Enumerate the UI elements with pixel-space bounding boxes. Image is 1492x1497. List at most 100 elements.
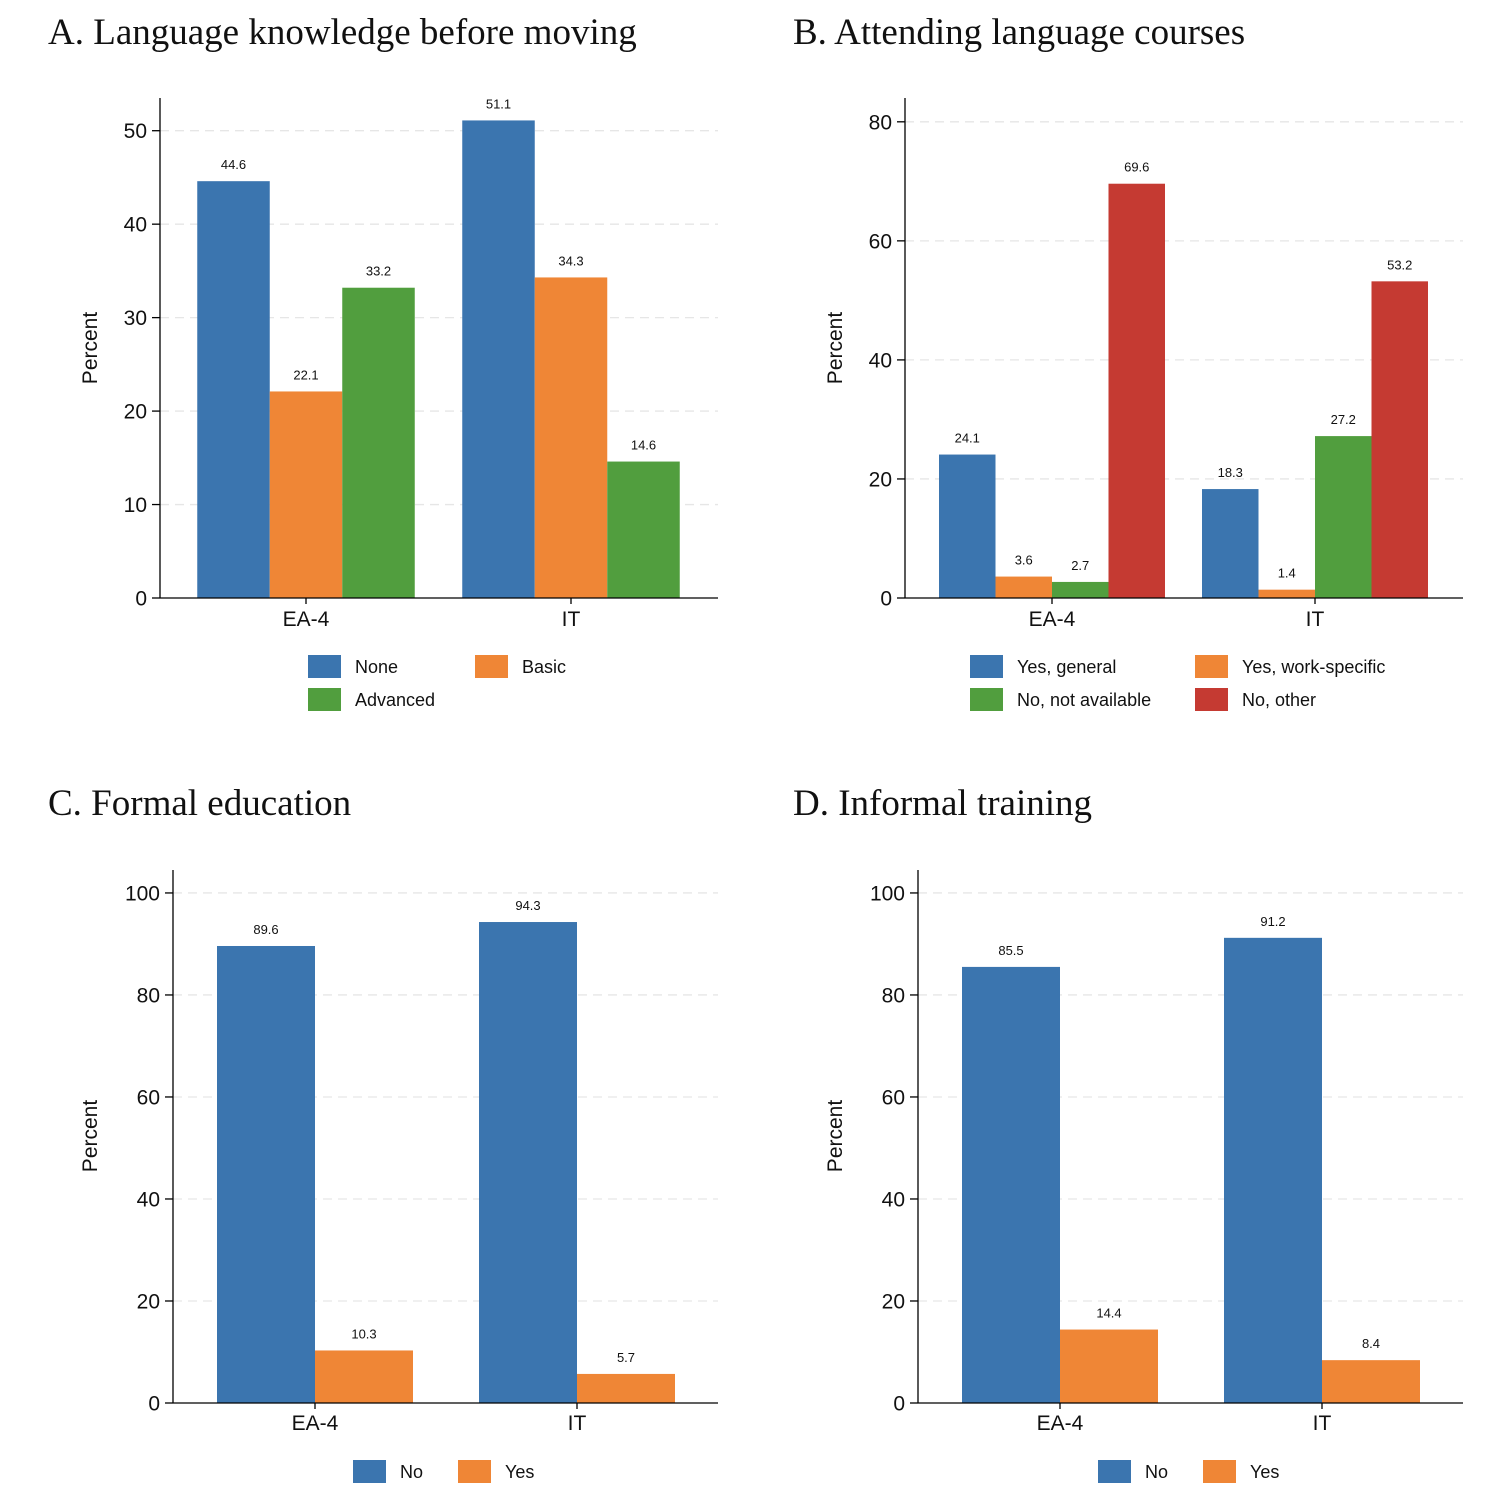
panel-c-y-tick-label: 80 bbox=[137, 984, 160, 1007]
panel-b-data-label: 2.7 bbox=[1071, 558, 1089, 573]
panel-a-data-label: 22.1 bbox=[293, 367, 318, 382]
panel-c-title: C. Formal education bbox=[48, 783, 351, 824]
panel-b-y-tick-label: 0 bbox=[880, 588, 892, 611]
panel-a-data-label: 44.6 bbox=[221, 157, 246, 172]
panel-a-data-label: 33.2 bbox=[366, 264, 391, 279]
panel-b-legend-swatch bbox=[970, 655, 1003, 678]
panel-b-legend-label: No, not available bbox=[1017, 690, 1151, 710]
panel-a-title: A. Language knowledge before moving bbox=[48, 12, 637, 53]
panel-a-category-label: IT bbox=[562, 608, 581, 631]
panel-c-legend-swatch bbox=[458, 1460, 491, 1483]
panel-c-y-tick-label: 20 bbox=[137, 1290, 160, 1313]
panel-c-y-tick-label: 100 bbox=[125, 882, 160, 905]
panel-c-bar-it-yes bbox=[577, 1373, 675, 1403]
panel-a-y-tick-label: 40 bbox=[124, 214, 147, 237]
panel-c-data-label: 89.6 bbox=[253, 922, 278, 937]
panel-b-bar-ea-4-yes-general bbox=[939, 454, 996, 598]
panel-c-y-axis-title: Percent bbox=[79, 1100, 102, 1173]
panel-b-data-label: 18.3 bbox=[1218, 465, 1243, 480]
panel-b-bar-ea-4-no-not-available bbox=[1052, 581, 1109, 598]
panel-a-bar-it-advanced bbox=[607, 461, 680, 598]
panel-b-bar-it-yes-general bbox=[1202, 489, 1259, 598]
panel-b-y-tick-label: 40 bbox=[869, 349, 892, 372]
panel-b-title: B. Attending language courses bbox=[793, 12, 1245, 53]
panel-d-title: D. Informal training bbox=[793, 783, 1092, 824]
panel-c-y-tick-label: 60 bbox=[137, 1086, 160, 1109]
panel-b-data-label: 24.1 bbox=[955, 431, 980, 446]
panel-d-y-tick-label: 60 bbox=[882, 1086, 905, 1109]
panel-a: A. Language knowledge before moving Perc… bbox=[48, 12, 718, 711]
panel-d-plot-area: 0 20 40 60 80 100 85.5 14.4 EA-4 91.2 8.4 IT bbox=[870, 870, 1463, 1435]
panel-a-legend-label: Advanced bbox=[355, 690, 435, 710]
panel-a-bar-it-basic bbox=[534, 277, 608, 598]
panel-b-legend-swatch bbox=[1195, 655, 1228, 678]
panel-d-data-label: 91.2 bbox=[1260, 914, 1285, 929]
panel-c-bar-it-no bbox=[479, 922, 577, 1403]
panel-b-category-label: IT bbox=[1306, 608, 1325, 631]
panel-c: C. Formal education Percent 0 20 40 60 80 100… bbox=[48, 783, 718, 1483]
panel-a-legend: None Basic Advanced bbox=[308, 655, 566, 711]
panel-c-data-label: 10.3 bbox=[351, 1326, 376, 1341]
panel-b-data-label: 53.2 bbox=[1387, 257, 1412, 272]
panel-d-bar-ea-4-no bbox=[962, 966, 1060, 1403]
panel-c-legend-label: No bbox=[400, 1462, 423, 1482]
panel-c-y-tick-label: 40 bbox=[137, 1188, 160, 1211]
panel-b-bar-it-no-not-available bbox=[1315, 436, 1372, 598]
panel-b-bar-it-yes-work-specific bbox=[1258, 589, 1315, 598]
panel-a-y-axis-title: Percent bbox=[79, 312, 102, 385]
panel-c-legend-swatch bbox=[353, 1460, 386, 1483]
panel-d-legend-swatch bbox=[1098, 1460, 1131, 1483]
panel-d-legend-swatch bbox=[1203, 1460, 1236, 1483]
panel-a-legend-swatch bbox=[308, 688, 341, 711]
panel-b-y-tick-label: 80 bbox=[869, 111, 892, 134]
panel-c-bar-ea-4-no bbox=[217, 945, 315, 1403]
panel-c-category-label: EA-4 bbox=[292, 1412, 339, 1435]
panel-d-category-label: EA-4 bbox=[1037, 1412, 1084, 1435]
panel-d-y-axis-title: Percent bbox=[824, 1100, 847, 1173]
panel-d-legend: No Yes bbox=[1098, 1460, 1279, 1483]
panel-b-legend-label: No, other bbox=[1242, 690, 1316, 710]
panel-b-legend-label: Yes, general bbox=[1017, 657, 1116, 677]
panel-a-data-label: 34.3 bbox=[558, 253, 583, 268]
panel-b-data-label: 3.6 bbox=[1015, 553, 1033, 568]
panel-d: D. Informal training Percent 0 20 40 60 80 10… bbox=[793, 783, 1463, 1483]
panel-a-data-label: 51.1 bbox=[486, 96, 511, 111]
panel-d-category-label: IT bbox=[1313, 1412, 1332, 1435]
panel-b-data-label: 1.4 bbox=[1278, 566, 1296, 581]
panel-b-bar-it-no-other bbox=[1371, 281, 1428, 598]
panel-d-legend-label: No bbox=[1145, 1462, 1168, 1482]
panel-a-legend-label: Basic bbox=[522, 657, 566, 677]
panel-a-legend-label: None bbox=[355, 657, 398, 677]
panel-d-y-tick-label: 80 bbox=[882, 984, 905, 1007]
panel-b-data-label: 27.2 bbox=[1331, 412, 1356, 427]
panel-d-y-tick-label: 100 bbox=[870, 882, 905, 905]
panel-a-bar-ea-4-none bbox=[197, 181, 270, 599]
panel-d-data-label: 14.4 bbox=[1096, 1306, 1121, 1321]
panel-d-y-tick-label: 40 bbox=[882, 1188, 905, 1211]
panel-d-legend-label: Yes bbox=[1250, 1462, 1279, 1482]
panel-a-y-tick-label: 0 bbox=[135, 588, 147, 611]
panel-a-bar-it-none bbox=[462, 120, 535, 599]
panel-c-data-label: 5.7 bbox=[617, 1350, 635, 1365]
panel-a-legend-swatch bbox=[475, 655, 508, 678]
panel-c-y-tick-label: 0 bbox=[148, 1393, 160, 1416]
panel-a-legend-swatch bbox=[308, 655, 341, 678]
panel-a-y-tick-label: 20 bbox=[124, 401, 147, 424]
panel-a-category-label: EA-4 bbox=[283, 608, 330, 631]
panel-b-category-label: EA-4 bbox=[1029, 608, 1076, 631]
panel-d-data-label: 85.5 bbox=[998, 943, 1023, 958]
panel-b-bar-ea-4-yes-work-specific bbox=[995, 576, 1052, 598]
panel-b-y-tick-label: 20 bbox=[869, 468, 892, 491]
panel-b-legend-swatch bbox=[1195, 688, 1228, 711]
panel-a-bar-ea-4-basic bbox=[269, 391, 343, 598]
panel-a-data-label: 14.6 bbox=[631, 438, 656, 453]
panel-a-y-tick-label: 10 bbox=[124, 494, 147, 517]
panel-a-bar-ea-4-advanced bbox=[342, 287, 415, 598]
panel-b-bar-ea-4-no-other bbox=[1108, 183, 1165, 598]
panel-b: B. Attending language courses Percent 0 2… bbox=[793, 12, 1463, 711]
panel-a-y-tick-label: 30 bbox=[124, 307, 147, 330]
panel-d-bar-ea-4-yes bbox=[1060, 1329, 1158, 1403]
panel-d-bar-it-yes bbox=[1322, 1360, 1420, 1403]
panel-b-y-axis-title: Percent bbox=[824, 312, 847, 385]
